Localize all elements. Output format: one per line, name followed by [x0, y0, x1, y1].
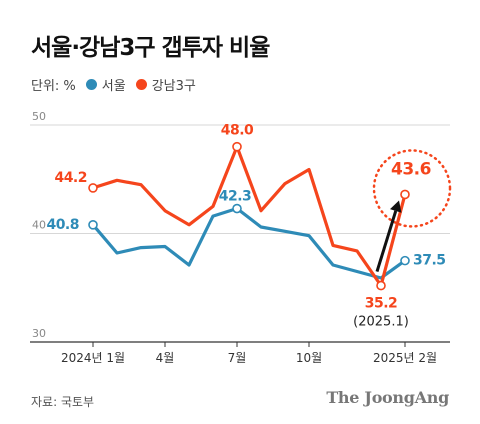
- unit-label: 단위: %: [31, 79, 76, 94]
- seoul-data-label: 40.8: [46, 217, 79, 233]
- y-tick-label: 30: [32, 327, 46, 340]
- seoul-legend-label: 서울: [101, 79, 126, 94]
- source-note: 자료: 국토부: [31, 395, 95, 409]
- gangnam-legend-label: 강남3구: [151, 79, 196, 94]
- legend: 단위: % 서울 강남3구: [31, 75, 196, 94]
- seoul-point-marker: [400, 255, 410, 266]
- brand-logo: The JoongAng: [326, 388, 449, 407]
- seoul-legend-swatch: [85, 79, 97, 90]
- seoul-point-marker: [88, 220, 98, 230]
- change-arrow-head: [390, 200, 402, 213]
- date-annotation: (2025.1): [353, 315, 409, 330]
- change-arrow-shaft: [375, 210, 398, 273]
- gangnam-legend-swatch: [135, 79, 147, 90]
- x-tick-label: 2025년 2월: [373, 351, 437, 365]
- gangnam-data-label: 48.0: [221, 123, 254, 139]
- highlight-dotted-circle: [372, 149, 452, 228]
- y-tick-label: 50: [32, 110, 46, 123]
- seoul-series-line: [91, 206, 407, 280]
- x-tick-label: 4월: [156, 351, 175, 365]
- gangnam-data-label: 44.2: [54, 170, 87, 186]
- x-tick-label: 7월: [228, 351, 247, 365]
- x-tick-label: 10월: [296, 351, 322, 365]
- gangnam-data-label: 35.2: [365, 296, 398, 312]
- seoul-point-marker: [232, 203, 242, 214]
- gangnam-point-marker: [232, 141, 242, 152]
- x-tick-label: 2024년 1월: [61, 351, 125, 365]
- gangnam-point-marker: [376, 280, 386, 291]
- gangnam-point-marker: [88, 183, 98, 193]
- seoul-data-label: 42.3: [219, 189, 252, 205]
- gangnam-data-label: 43.6: [391, 159, 431, 179]
- chart-title: 서울·강남3구 갭투자 비율: [31, 35, 270, 61]
- gangnam-point-marker: [400, 189, 410, 200]
- gangnam-series-line: [91, 145, 407, 288]
- seoul-data-label: 37.5: [413, 253, 446, 269]
- y-tick-label: 40: [32, 219, 46, 232]
